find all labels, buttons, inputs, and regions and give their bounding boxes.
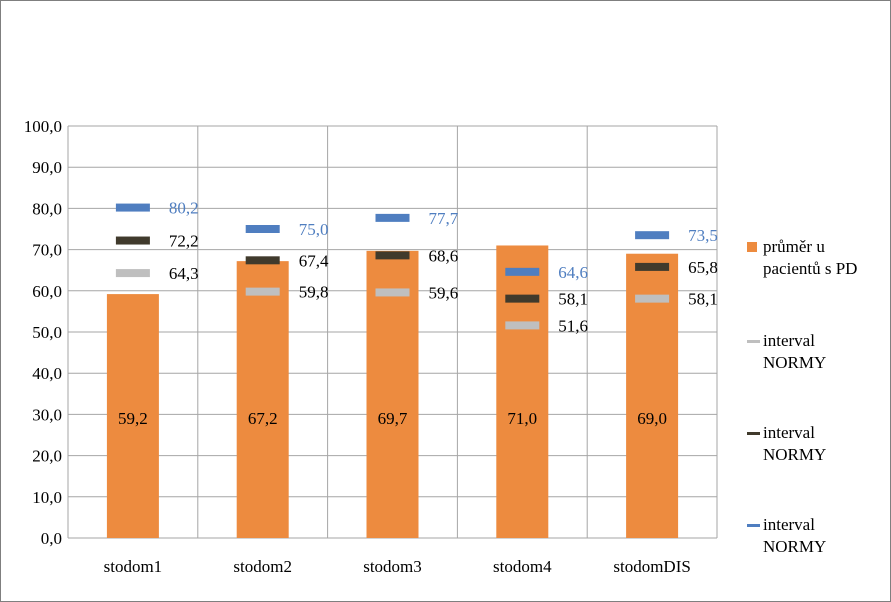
marker-value-label: 67,4 bbox=[299, 251, 329, 270]
marker-value-label: 58,1 bbox=[688, 290, 718, 309]
legend-marker-blue-dash bbox=[747, 524, 760, 527]
marker-stodom4 bbox=[505, 294, 540, 303]
x-tick-label: stodom2 bbox=[233, 557, 292, 576]
y-tick-label: 10,0 bbox=[32, 488, 62, 507]
marker-stodomDIS bbox=[635, 231, 670, 240]
marker-value-label: 80,2 bbox=[169, 199, 199, 218]
legend-label-line1: interval bbox=[763, 331, 815, 350]
y-tick-label: 30,0 bbox=[32, 405, 62, 424]
x-tick-label: stodom1 bbox=[104, 557, 163, 576]
marker-value-label: 58,1 bbox=[558, 290, 588, 309]
y-tick-label: 70,0 bbox=[32, 241, 62, 260]
bar-value-label: 67,2 bbox=[248, 409, 278, 428]
marker-value-label: 77,7 bbox=[429, 209, 459, 228]
y-tick-label: 40,0 bbox=[32, 364, 62, 383]
marker-stodom3 bbox=[375, 251, 410, 260]
y-tick-label: 20,0 bbox=[32, 447, 62, 466]
bar-stodom1 bbox=[106, 294, 159, 538]
marker-value-label: 65,8 bbox=[688, 258, 718, 277]
x-tick-label: stodom4 bbox=[493, 557, 552, 576]
legend-label-line2: NORMY bbox=[763, 537, 827, 556]
legend-marker-dark-dash bbox=[747, 432, 760, 435]
y-tick-label: 80,0 bbox=[32, 199, 62, 218]
legend-label-line2: NORMY bbox=[763, 445, 827, 464]
marker-stodom3 bbox=[375, 213, 410, 222]
bar-stodom2 bbox=[236, 261, 289, 538]
marker-value-label: 59,8 bbox=[299, 283, 329, 302]
y-tick-label: 90,0 bbox=[32, 158, 62, 177]
legend-label-line2: pacientů s PD bbox=[763, 259, 858, 278]
marker-stodom1 bbox=[115, 203, 150, 212]
bar-value-label: 59,2 bbox=[118, 409, 148, 428]
marker-value-label: 73,5 bbox=[688, 226, 718, 245]
bar-value-label: 71,0 bbox=[507, 409, 537, 428]
marker-value-label: 59,6 bbox=[429, 283, 459, 302]
legend-label-line1: průměr u bbox=[763, 237, 825, 256]
y-tick-label: 100,0 bbox=[24, 117, 62, 136]
legend-label-line1: interval bbox=[763, 515, 815, 534]
marker-value-label: 64,3 bbox=[169, 264, 199, 283]
x-tick-label: stodomDIS bbox=[613, 557, 690, 576]
legend-marker-orange-square bbox=[747, 242, 757, 252]
y-tick-label: 60,0 bbox=[32, 282, 62, 301]
marker-stodom2 bbox=[245, 287, 280, 296]
marker-stodom4 bbox=[505, 321, 540, 330]
y-tick-label: 0,0 bbox=[41, 529, 62, 548]
x-tick-label: stodom3 bbox=[363, 557, 422, 576]
marker-value-label: 51,6 bbox=[558, 316, 588, 335]
bar-value-label: 69,0 bbox=[637, 409, 667, 428]
marker-value-label: 75,0 bbox=[299, 220, 329, 239]
marker-stodom3 bbox=[375, 288, 410, 297]
marker-stodom2 bbox=[245, 225, 280, 233]
marker-stodom2 bbox=[245, 256, 280, 265]
marker-value-label: 72,2 bbox=[169, 232, 199, 251]
legend-marker-light-dash bbox=[747, 340, 760, 343]
legend-label-line1: interval bbox=[763, 423, 815, 442]
bar-stodom4 bbox=[496, 245, 549, 539]
bar-stodom3 bbox=[366, 250, 419, 538]
legend-label-line2: NORMY bbox=[763, 353, 827, 372]
marker-stodomDIS bbox=[635, 294, 670, 303]
marker-stodom1 bbox=[115, 236, 150, 245]
marker-stodom1 bbox=[115, 269, 150, 278]
y-tick-label: 50,0 bbox=[32, 323, 62, 342]
marker-value-label: 68,6 bbox=[429, 246, 459, 265]
bar-value-label: 69,7 bbox=[378, 409, 408, 428]
marker-stodomDIS bbox=[635, 262, 670, 271]
marker-stodom4 bbox=[505, 267, 540, 276]
marker-value-label: 64,6 bbox=[558, 263, 588, 282]
